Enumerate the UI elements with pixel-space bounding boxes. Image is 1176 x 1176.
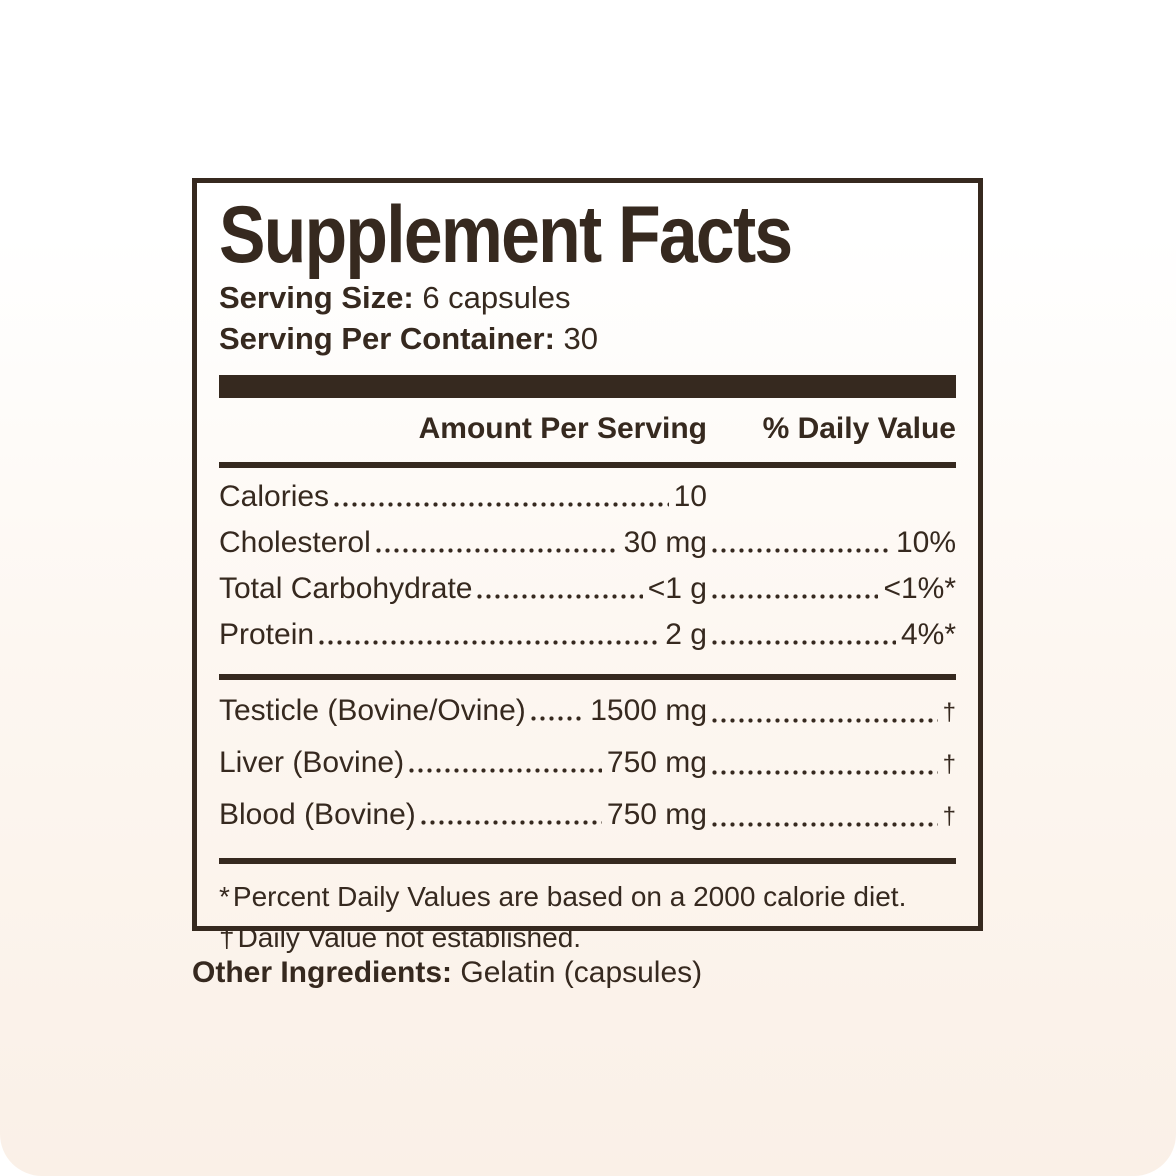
footnote-line: * Percent Daily Values are based on a 200…: [219, 876, 956, 917]
row-amount: 750 mg: [606, 746, 707, 779]
dot-leader: [317, 640, 661, 645]
table-row: Blood (Bovine) 750 mg †: [219, 790, 956, 842]
serving-size-value: 6 capsules: [422, 280, 571, 315]
other-ingredients-label: Other Ingredients:: [192, 956, 453, 989]
other-ingredients-line: Other Ingredients: Gelatin (capsules): [192, 952, 702, 994]
row-name: Protein: [219, 618, 315, 651]
row-amount: 2 g: [665, 618, 707, 651]
table-row: Calories 10: [219, 474, 956, 520]
row-name: Total Carbohydrate: [219, 572, 473, 605]
thick-separator-bar: [219, 375, 956, 398]
dot-leader: [475, 594, 643, 599]
panel-title-wrap: Supplement Facts: [219, 183, 956, 277]
section-divider-line: [219, 674, 956, 680]
footnote-text: Percent Daily Values are based on a 2000…: [232, 881, 907, 912]
table-row: Protein 2 g 4%*: [219, 612, 956, 658]
serving-size-label: Serving Size:: [219, 280, 414, 315]
row-daily-value: †: [942, 803, 956, 830]
servings-per-container-label: Serving Per Container:: [219, 321, 555, 356]
footnotes: * Percent Daily Values are based on a 200…: [219, 864, 956, 958]
row-name: Calories: [219, 480, 330, 513]
table-row: Total Carbohydrate <1 g <1%*: [219, 566, 956, 612]
row-name: Blood (Bovine): [219, 798, 416, 831]
dot-leader: [528, 716, 586, 721]
row-amount: 1500 mg: [590, 694, 707, 727]
dot-leader: [710, 640, 896, 645]
header-divider-line: [219, 462, 956, 468]
dot-leader: [710, 548, 891, 553]
servings-per-container-value: 30: [563, 321, 599, 356]
row-amount: 10: [673, 480, 707, 513]
dot-leader: [407, 768, 602, 773]
nutrient-rows: Calories 10 Cholesterol 30 mg 10% Total Carbo…: [219, 468, 956, 658]
footnote-divider-line: [219, 858, 956, 864]
footnote-symbol: *: [219, 881, 230, 912]
row-daily-value: 4%*: [900, 618, 956, 651]
panel-title: Supplement Facts: [219, 190, 793, 280]
serving-size-line: Serving Size: 6 capsules: [219, 277, 956, 318]
dot-leader: [373, 548, 619, 553]
other-ingredients-value: Gelatin (capsules): [460, 956, 703, 989]
row-daily-value: <1%*: [883, 572, 956, 605]
row-daily-value: 10%: [895, 526, 956, 559]
column-amount-per-serving: Amount Per Serving: [418, 412, 707, 445]
row-name: Liver (Bovine): [219, 746, 405, 779]
dot-leader: [418, 820, 602, 825]
dot-leader: [332, 502, 669, 507]
supplement-facts-panel: Supplement Facts Serving Size: 6 capsule…: [192, 178, 983, 953]
row-amount: 30 mg: [623, 526, 707, 559]
footnote-line: † Daily Value not established.: [219, 917, 956, 958]
row-amount: 750 mg: [606, 798, 707, 831]
row-daily-value: †: [942, 699, 956, 726]
table-column-header: Amount Per Serving % Daily Value: [219, 412, 956, 446]
dot-leader: [710, 594, 879, 599]
row-amount: <1 g: [647, 572, 707, 605]
table-row: Liver (Bovine) 750 mg †: [219, 738, 956, 790]
row-name: Testicle (Bovine/Ovine): [219, 694, 526, 727]
row-name: Cholesterol: [219, 526, 371, 559]
footnote-text: Daily Value not established.: [237, 922, 582, 953]
servings-per-container-line: Serving Per Container: 30: [219, 318, 956, 359]
footnote-symbol: †: [219, 922, 235, 953]
table-row: Testicle (Bovine/Ovine) 1500 mg †: [219, 686, 956, 738]
column-daily-value: % Daily Value: [762, 412, 956, 445]
dot-leader: [710, 718, 938, 723]
dot-leader: [710, 770, 938, 775]
supplement-ingredient-rows: Testicle (Bovine/Ovine) 1500 mg † Liver (Bo…: [219, 680, 956, 842]
table-row: Cholesterol 30 mg 10%: [219, 520, 956, 566]
dot-leader: [710, 822, 938, 827]
row-daily-value: †: [942, 751, 956, 778]
